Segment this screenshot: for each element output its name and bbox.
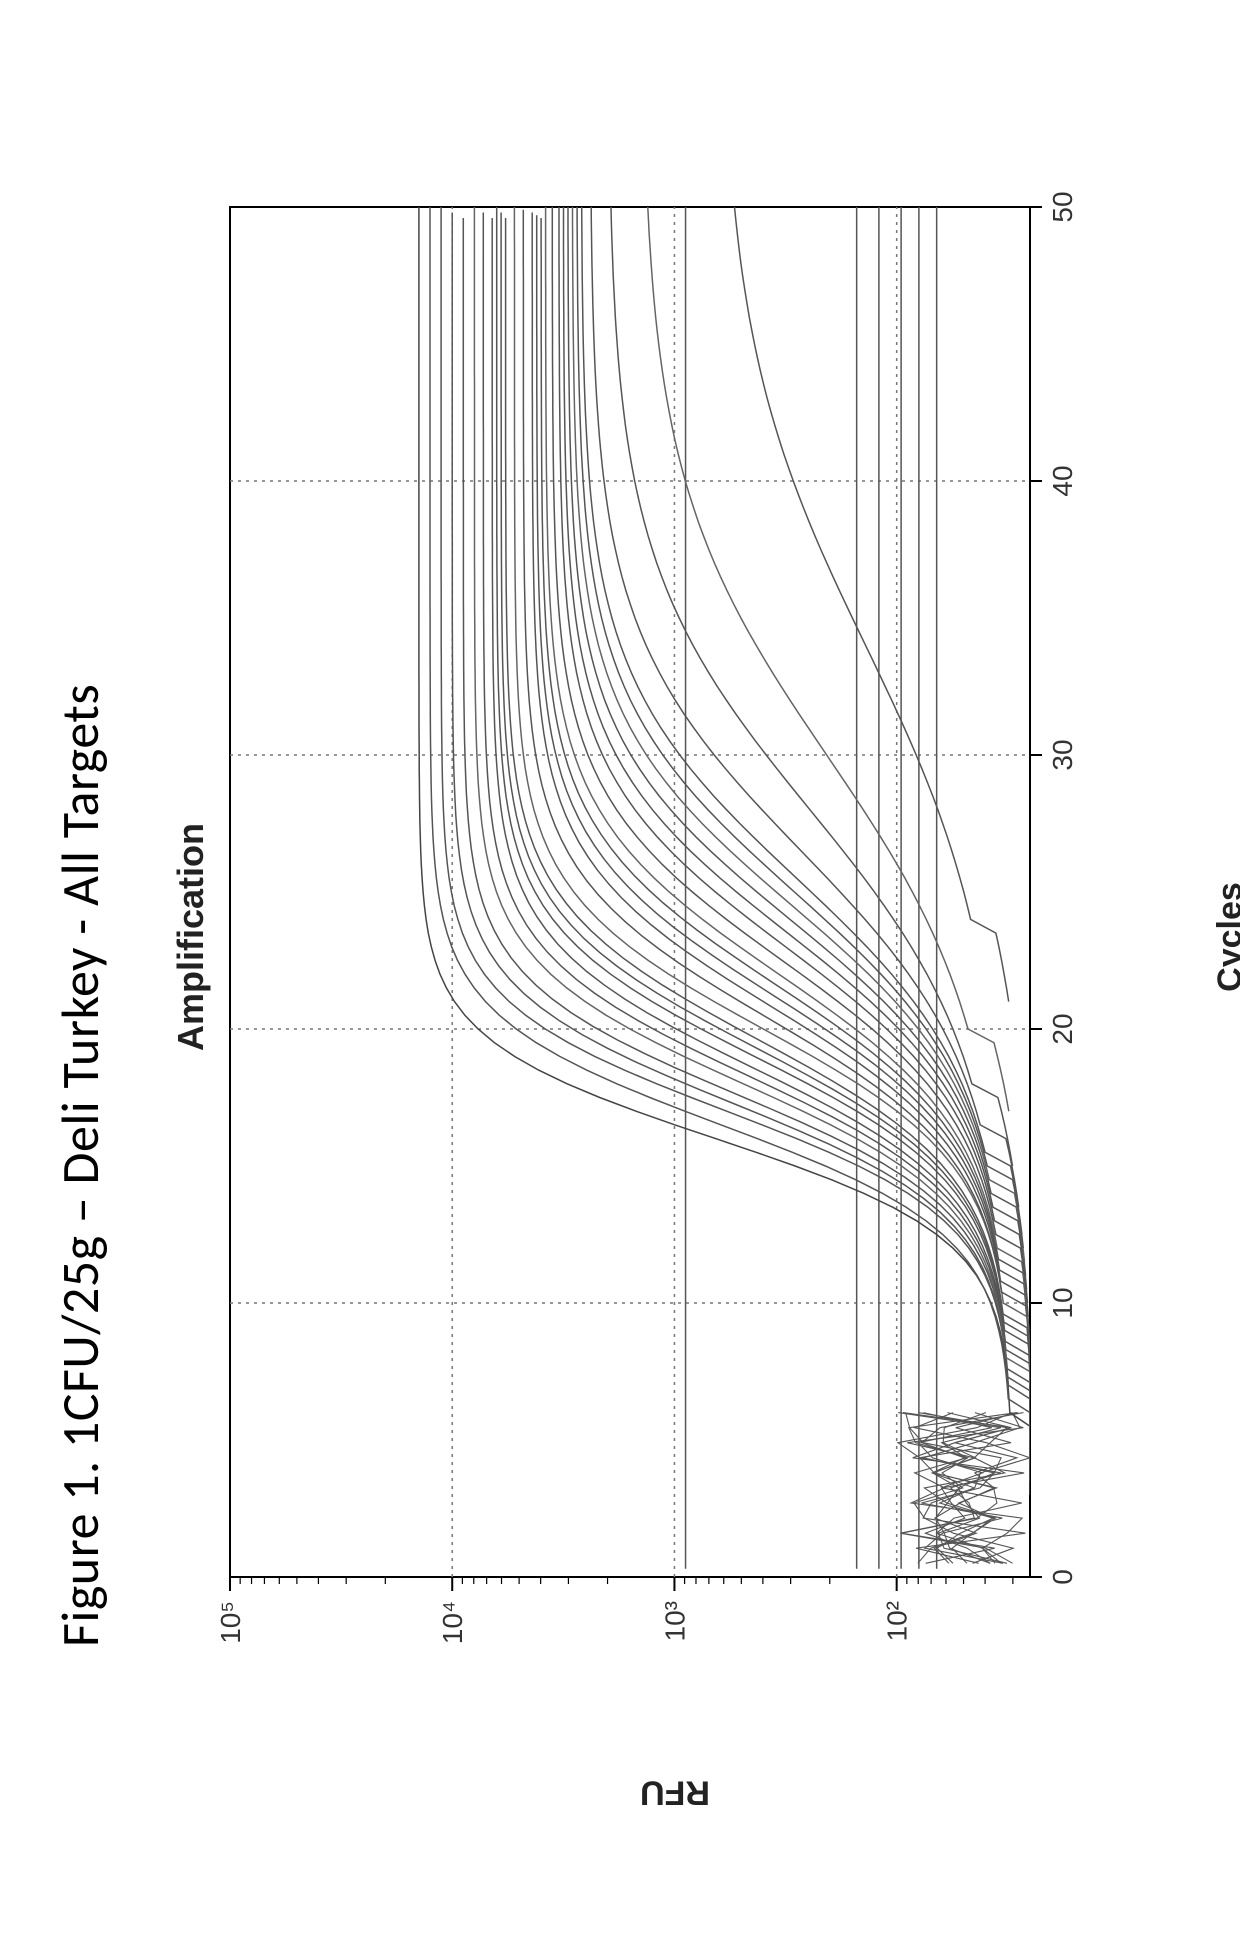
svg-text:50: 50 bbox=[1047, 191, 1078, 222]
x-axis-label: Cycles bbox=[1211, 157, 1240, 1717]
chart-container: Amplification RFU 0102030405010²10³10⁴10… bbox=[170, 157, 1180, 1717]
figure-title: Figure 1. 1CFU/25g – Deli Turkey - All T… bbox=[48, 684, 112, 1647]
svg-text:10²: 10² bbox=[882, 1601, 913, 1641]
landscape-canvas: Figure 1. 1CFU/25g – Deli Turkey - All T… bbox=[0, 0, 1240, 1947]
svg-text:10⁵: 10⁵ bbox=[220, 1601, 246, 1644]
svg-text:30: 30 bbox=[1047, 739, 1078, 770]
svg-text:10: 10 bbox=[1047, 1287, 1078, 1318]
svg-text:10⁴: 10⁴ bbox=[437, 1601, 468, 1644]
page: Figure 1. 1CFU/25g – Deli Turkey - All T… bbox=[0, 0, 1240, 1947]
y-axis-label: RFU bbox=[640, 1773, 710, 1812]
svg-text:0: 0 bbox=[1047, 1569, 1078, 1585]
chart-inner-title: Amplification bbox=[170, 157, 212, 1717]
svg-text:10³: 10³ bbox=[659, 1601, 690, 1641]
svg-text:20: 20 bbox=[1047, 1013, 1078, 1044]
amplification-chart: 0 10 20 30 40 50 10² 10³ 10⁴ 10⁵ bbox=[220, 187, 1100, 1687]
svg-text:40: 40 bbox=[1047, 465, 1078, 496]
